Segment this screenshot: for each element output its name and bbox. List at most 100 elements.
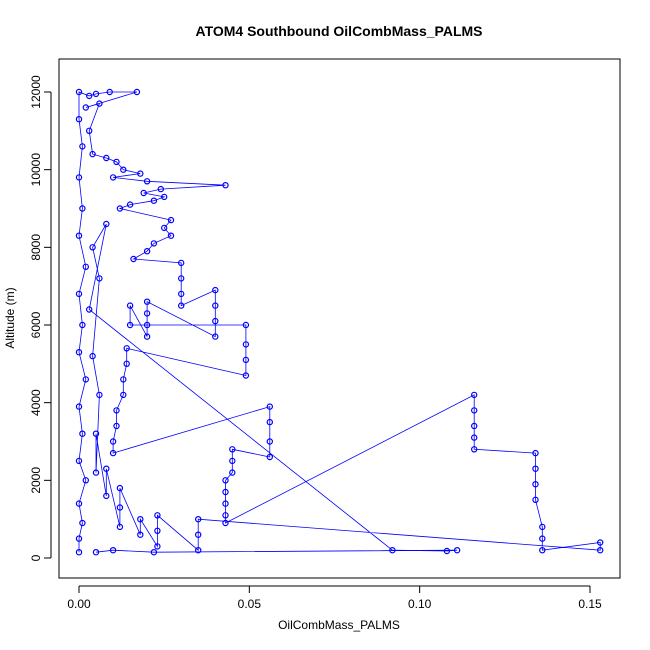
data-point (471, 391, 478, 399)
data-point (597, 547, 604, 554)
data-point (123, 345, 130, 352)
data-point (194, 547, 202, 554)
data-point (140, 189, 147, 197)
data-point (242, 341, 250, 348)
data-point (89, 352, 96, 360)
data-point (92, 549, 100, 556)
data-point (143, 178, 151, 185)
data-point (154, 543, 161, 550)
data-point (137, 516, 144, 523)
y-tick-label: 2000 (29, 467, 43, 494)
data-point (103, 220, 110, 228)
y-axis: 0 2000 4000 6000 8000 10000 12000 (29, 75, 52, 561)
y-tick-label: 4000 (29, 389, 43, 416)
data-point (75, 88, 83, 96)
data-point (177, 290, 185, 298)
data-point (222, 488, 229, 496)
data-point (120, 166, 127, 173)
data-point (177, 302, 185, 309)
data-point (116, 523, 124, 531)
data-point (143, 310, 151, 317)
data-point (389, 547, 396, 554)
data-point (109, 174, 117, 181)
data-point (79, 205, 86, 212)
data-point (116, 504, 124, 511)
data-point (167, 216, 175, 224)
data-point (177, 259, 185, 267)
data-point (194, 516, 202, 523)
data-point (137, 531, 144, 538)
data-point (75, 500, 83, 507)
data-point (120, 391, 127, 399)
data-point (266, 418, 273, 426)
data-point (75, 549, 83, 556)
data-point (75, 290, 83, 298)
data-point (539, 547, 546, 554)
data-point (113, 407, 120, 414)
data-point (154, 527, 161, 535)
chart-title: ATOM4 Southbound OilCombMass_PALMS (196, 23, 483, 39)
data-point (103, 154, 110, 162)
data-point (160, 193, 168, 201)
data-point (532, 481, 539, 488)
data-point (82, 263, 90, 270)
data-point (113, 158, 120, 166)
y-tick-label: 12000 (29, 75, 43, 109)
data-point (212, 333, 219, 340)
data-point (453, 547, 461, 554)
data-point (242, 372, 250, 379)
data-point (266, 403, 273, 410)
data-point (212, 317, 219, 325)
data-point (92, 430, 100, 437)
data-point (109, 547, 117, 554)
data-point (109, 438, 117, 445)
y-axis-label: Altitude (m) (3, 287, 17, 348)
data-point (160, 224, 168, 232)
data-point (96, 100, 103, 107)
data-point (150, 549, 158, 556)
data-point (471, 434, 478, 441)
data-point (126, 321, 134, 329)
y-tick-label: 8000 (29, 234, 43, 261)
data-point (212, 286, 219, 294)
data-point (75, 174, 83, 181)
data-point (75, 349, 83, 356)
series-points (75, 88, 604, 556)
data-point (75, 232, 83, 239)
data-point (116, 205, 124, 212)
x-axis-label: OilCombMass_PALMS (278, 618, 400, 632)
data-point (103, 465, 110, 472)
data-point (85, 92, 93, 100)
data-point (85, 306, 93, 313)
data-point (82, 477, 90, 484)
data-point (229, 469, 236, 476)
y-tick-label: 6000 (29, 311, 43, 338)
data-point (157, 185, 164, 193)
data-point (222, 512, 229, 519)
data-point (143, 298, 151, 305)
data-point (92, 469, 100, 476)
data-point (79, 519, 86, 527)
data-point (242, 321, 250, 329)
data-point (150, 197, 158, 204)
data-point (150, 240, 158, 247)
data-point (266, 438, 273, 445)
data-point (106, 88, 113, 96)
data-point (120, 376, 127, 383)
data-point (133, 88, 141, 96)
data-point (229, 457, 236, 465)
data-point (539, 523, 546, 531)
data-point (471, 446, 478, 453)
data-point (143, 247, 151, 255)
data-point (130, 255, 137, 263)
data-point (597, 539, 604, 546)
data-point (212, 302, 219, 309)
data-point (222, 181, 229, 189)
x-tick-label: 0.15 (578, 597, 602, 611)
data-point (222, 477, 229, 484)
data-point (79, 321, 86, 329)
data-point (222, 500, 229, 507)
data-point (242, 356, 250, 364)
data-point (79, 143, 86, 150)
data-point (532, 496, 539, 503)
